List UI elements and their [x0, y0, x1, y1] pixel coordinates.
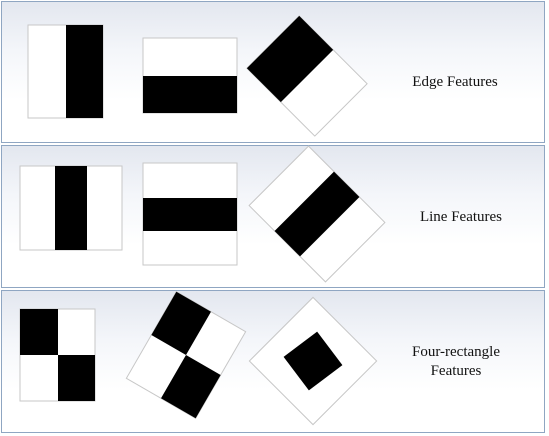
line-features-label: Line Features: [419, 209, 503, 225]
four-rectangle-features-label: Four-rectangle Features: [386, 343, 526, 381]
line-feature-horizontal: [142, 162, 238, 266]
edge-feature-horizontal: [142, 37, 238, 114]
edge-feature-vertical: [27, 24, 104, 119]
center-surround-feature: [248, 296, 378, 426]
four-rectangle-feature-axis: [19, 308, 96, 402]
four-rectangle-feature-tilted: [125, 291, 247, 419]
edge-feature-tilted: [246, 15, 368, 137]
line-feature-vertical: [19, 165, 123, 251]
four-rectangle-features-label-line1: Four-rectangle: [412, 344, 500, 360]
four-rectangle-features-label-line2: Features: [430, 363, 482, 379]
line-feature-tilted: [248, 145, 386, 283]
edge-features-label: Edge Features: [412, 74, 498, 90]
